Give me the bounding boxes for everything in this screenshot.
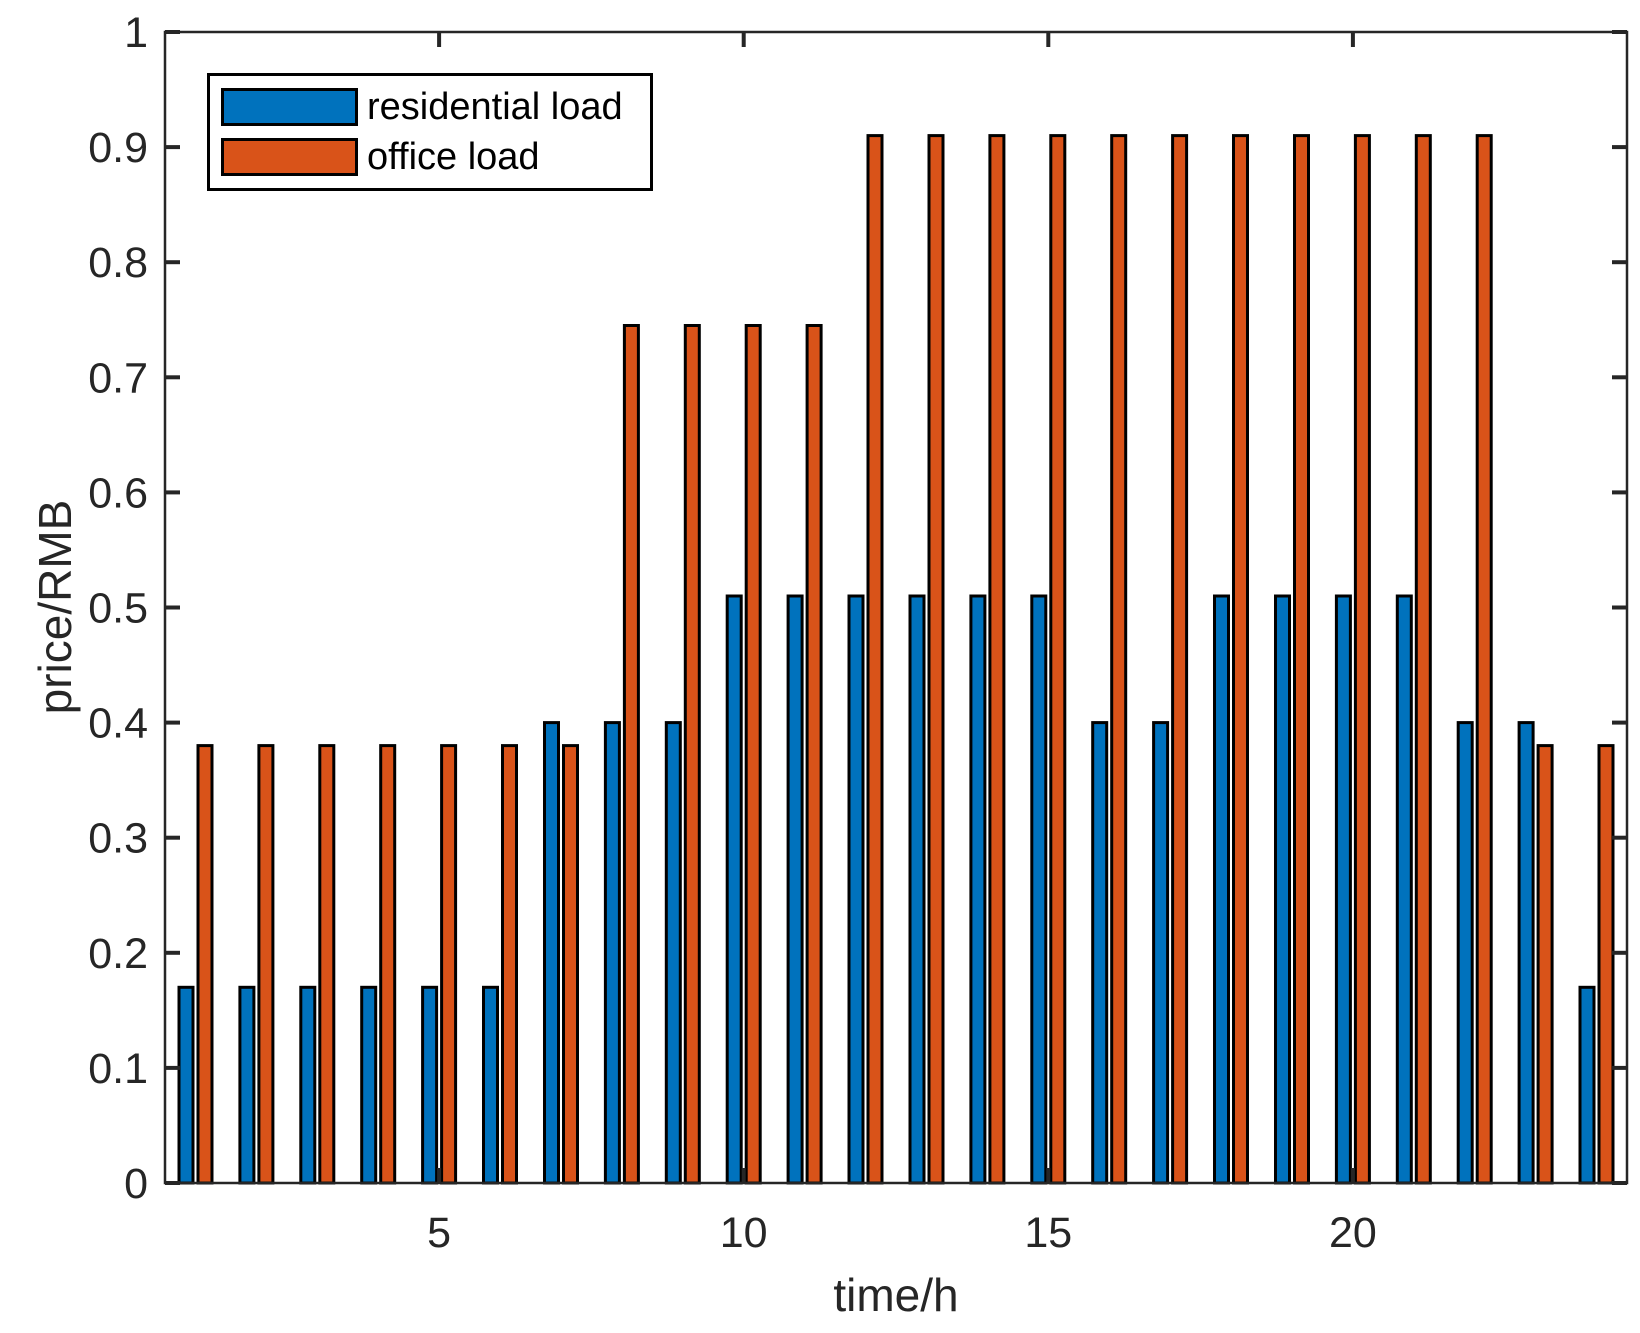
bar-office-h14 (988, 134, 1006, 1185)
y-tick-label: 0.9 (88, 124, 148, 172)
y-tick-label: 0.4 (88, 700, 148, 748)
bar-office-h4 (379, 744, 397, 1185)
bar-residential-h8 (603, 721, 621, 1185)
y-tick-label: 0.2 (88, 930, 148, 978)
legend-item-office: office load (221, 138, 650, 176)
bar-office-h12 (866, 134, 884, 1185)
y-tick-label: 1 (124, 9, 148, 57)
bar-residential-h4 (360, 985, 378, 1185)
bar-residential-h23 (1517, 721, 1535, 1185)
bar-residential-h7 (543, 721, 560, 1185)
bar-residential-h22 (1456, 721, 1474, 1185)
bar-residential-h6 (482, 985, 499, 1185)
bar-residential-h1 (177, 985, 195, 1185)
bar-office-h5 (440, 744, 458, 1185)
bar-office-h10 (744, 324, 762, 1185)
bar-office-h7 (562, 744, 579, 1185)
bar-office-h16 (1110, 134, 1128, 1185)
bar-residential-h24 (1578, 985, 1596, 1185)
bar-office-h18 (1232, 134, 1249, 1185)
bar-residential-h21 (1395, 594, 1413, 1185)
bar-residential-h3 (299, 985, 317, 1185)
bar-residential-h17 (1152, 721, 1170, 1185)
legend-item-residential: residential load (221, 88, 650, 126)
bar-office-h11 (805, 324, 823, 1185)
y-tick-label: 0 (124, 1160, 148, 1208)
bar-office-h2 (257, 744, 275, 1185)
y-tick-label: 0.5 (88, 585, 148, 633)
bar-residential-h12 (847, 594, 865, 1185)
bar-office-h9 (683, 324, 701, 1185)
legend-swatch-residential-icon (221, 88, 358, 126)
bar-residential-h5 (421, 985, 439, 1185)
y-tick-label: 0.8 (88, 239, 148, 287)
bar-residential-h13 (908, 594, 926, 1185)
bar-office-h8 (622, 324, 640, 1185)
bar-residential-h14 (969, 594, 987, 1185)
bar-residential-h2 (238, 985, 256, 1185)
bar-office-h13 (927, 134, 945, 1185)
y-tick-label: 0.1 (88, 1045, 148, 1093)
bar-office-h1 (196, 744, 214, 1185)
legend-label-residential: residential load (367, 86, 623, 128)
bar-residential-h18 (1213, 594, 1230, 1185)
bar-office-h20 (1353, 134, 1371, 1185)
bar-residential-h9 (664, 721, 682, 1185)
bar-residential-h19 (1274, 594, 1291, 1185)
x-tick-label: 15 (1024, 1209, 1072, 1257)
x-tick-label: 5 (427, 1209, 451, 1257)
bar-office-h21 (1414, 134, 1432, 1185)
bar-office-h19 (1293, 134, 1310, 1185)
x-tick-label: 20 (1329, 1209, 1377, 1257)
y-tick-label: 0.3 (88, 815, 148, 863)
bar-office-h6 (501, 744, 518, 1185)
y-tick-label: 0.7 (88, 354, 148, 402)
y-axis-label: price/RMB (29, 499, 81, 715)
legend-swatch-office-icon (221, 138, 358, 176)
bar-office-h22 (1475, 134, 1493, 1185)
bar-office-h23 (1536, 744, 1554, 1185)
bar-office-h3 (318, 744, 336, 1185)
legend: residential load office load (207, 73, 653, 191)
bar-office-h15 (1049, 134, 1067, 1185)
bar-residential-h16 (1091, 721, 1109, 1185)
x-tick-label: 10 (720, 1209, 768, 1257)
bar-residential-h20 (1334, 594, 1352, 1185)
bar-residential-h15 (1030, 594, 1048, 1185)
y-tick-label: 0.6 (88, 469, 148, 517)
bar-residential-h11 (786, 594, 804, 1185)
bar-residential-h10 (725, 594, 743, 1185)
bar-office-h24 (1597, 744, 1615, 1185)
bar-office-h17 (1171, 134, 1189, 1185)
legend-label-office: office load (367, 136, 540, 178)
x-axis-label: time/h (833, 1269, 959, 1321)
